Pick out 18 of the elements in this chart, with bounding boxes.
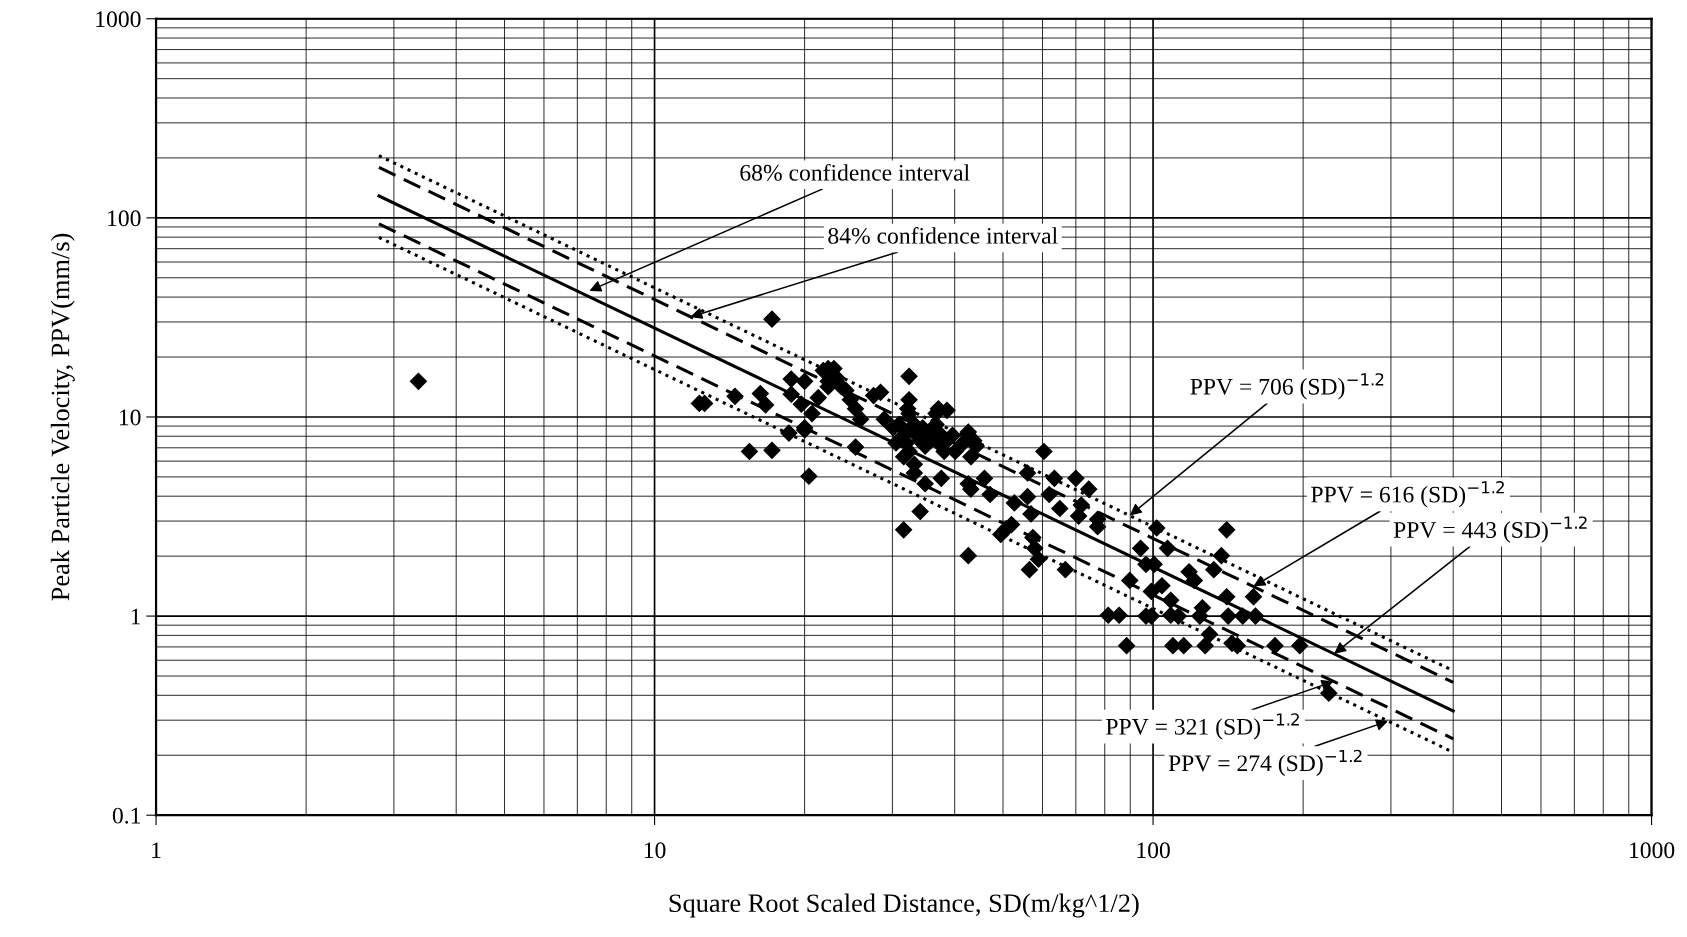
x-tick-label: 100 bbox=[1137, 842, 1170, 859]
annotation: PPV = 443 (SD)$^{−1.2}$ bbox=[1393, 516, 1587, 543]
y-tick-label: 0.1 bbox=[112, 807, 141, 824]
y-tick-label: 1000 bbox=[96, 11, 141, 28]
x-tick-label: 1 bbox=[152, 842, 161, 858]
annotation: 84% confidence interval bbox=[828, 226, 1058, 244]
annotation: PPV = 274 (SD)$^{−1.2}$ bbox=[1168, 749, 1362, 777]
x-axis-title: Square Root Scaled Distance, SD(m/kg^1/2) bbox=[669, 893, 1139, 918]
y-axis-title: Peak Particle Velocity, PPV(mm/s) bbox=[50, 233, 75, 601]
x-tick-label: 10 bbox=[644, 842, 666, 859]
annotation: PPV = 706 (SD)$^{−1.2}$ bbox=[1190, 373, 1384, 400]
y-tick-label: 100 bbox=[108, 210, 141, 227]
y-tick-label: 10 bbox=[119, 409, 141, 426]
annotation: PPV = 321 (SD)$^{−1.2}$ bbox=[1106, 713, 1299, 740]
annotation: PPV = 616 (SD)$^{−1.2}$ bbox=[1311, 481, 1504, 508]
annotation: 68% confidence interval bbox=[740, 163, 970, 181]
x-tick-label: 1000 bbox=[1630, 842, 1675, 859]
y-tick-label: 1 bbox=[131, 608, 141, 625]
